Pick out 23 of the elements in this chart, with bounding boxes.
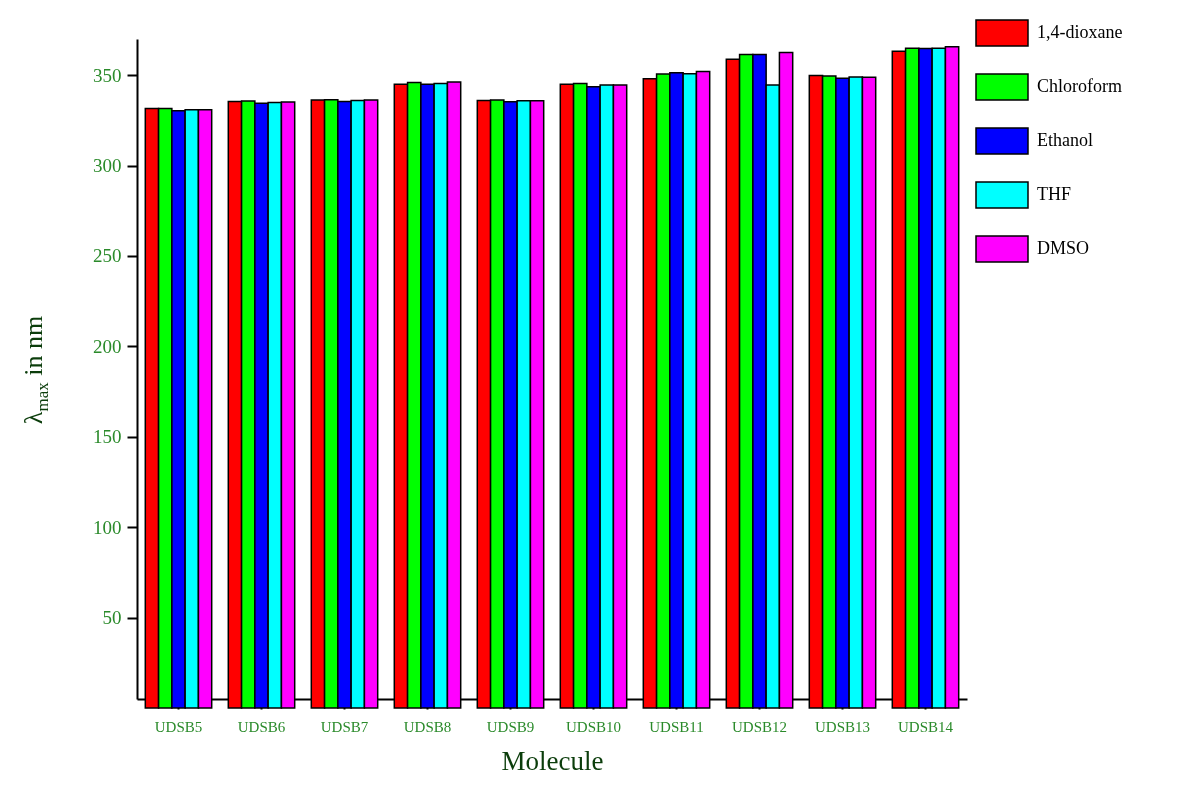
y-tick-label: 100 xyxy=(93,516,122,538)
y-tick-label: 350 xyxy=(93,64,122,86)
legend-label: DMSO xyxy=(1037,238,1090,258)
legend-label: THF xyxy=(1037,184,1072,204)
x-tick-label: UDSB7 xyxy=(320,718,369,735)
legend-label: Chloroform xyxy=(1037,76,1122,96)
x-tick-label: UDSB14 xyxy=(897,718,954,735)
x-tick-label: UDSB8 xyxy=(403,718,452,735)
y-tick-label: 300 xyxy=(93,155,122,177)
y-tick-label: 150 xyxy=(93,426,122,448)
legend-label: Ethanol xyxy=(1037,130,1093,150)
legend-label: 1,4-dioxane xyxy=(1037,22,1123,42)
x-tick-label: UDSB9 xyxy=(486,718,535,735)
x-tick-label: UDSB5 xyxy=(154,718,203,735)
y-tick-label: 50 xyxy=(102,607,122,629)
y-tick-label: 250 xyxy=(93,245,122,267)
x-tick-label: UDSB13 xyxy=(814,718,871,735)
x-tick-label: UDSB12 xyxy=(731,718,788,735)
x-axis-title: Molecule xyxy=(501,745,604,776)
x-tick-label: UDSB11 xyxy=(649,718,704,735)
x-tick-label: UDSB10 xyxy=(565,718,622,735)
y-tick-label: 200 xyxy=(93,335,122,357)
x-tick-label: UDSB6 xyxy=(237,718,286,735)
